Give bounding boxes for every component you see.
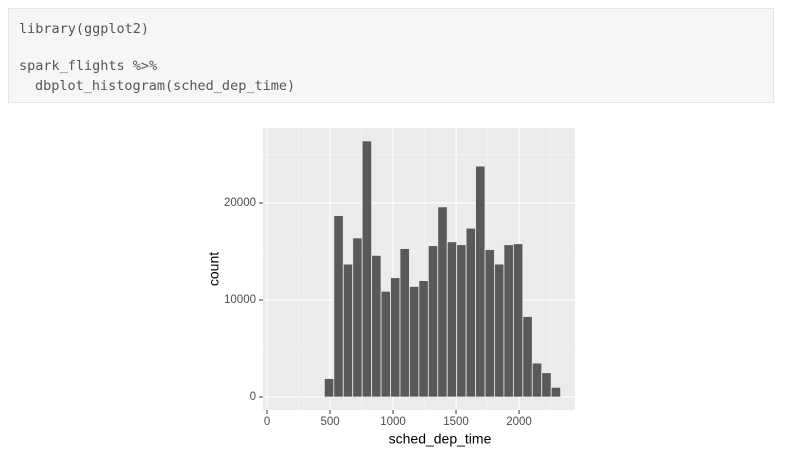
- bar: [427, 245, 439, 398]
- bar: [390, 277, 401, 398]
- y-axis-title: count: [206, 252, 222, 286]
- bar: [550, 386, 562, 398]
- x-tick-label: 0: [264, 416, 270, 428]
- bar: [522, 316, 533, 398]
- bar: [531, 362, 543, 398]
- bar: [541, 372, 552, 398]
- x-tick-label: 1500: [443, 416, 469, 428]
- x-tick-label: 2000: [506, 416, 532, 428]
- code-block: library(ggplot2) spark_flights %>% dbplo…: [8, 8, 774, 103]
- code-line: dbplot_histogram(sched_dep_time): [35, 78, 296, 94]
- bar: [494, 263, 505, 398]
- bar: [465, 227, 476, 398]
- bar: [456, 244, 467, 398]
- bar: [342, 263, 354, 398]
- bar: [484, 249, 495, 398]
- bar: [503, 244, 514, 398]
- y-tick-label: 0: [250, 391, 256, 403]
- code-line: spark_flights %>%: [19, 58, 158, 74]
- x-axis-title: sched_dep_time: [389, 431, 492, 447]
- bar: [399, 248, 410, 398]
- bar: [475, 165, 486, 398]
- bar: [512, 243, 524, 398]
- bar: [371, 254, 382, 398]
- bar: [418, 280, 429, 398]
- bar: [446, 241, 458, 398]
- bar: [380, 290, 391, 398]
- x-tick-label: 1000: [380, 416, 406, 428]
- bar: [437, 206, 448, 398]
- bar: [333, 215, 344, 398]
- x-tick-label: 500: [320, 416, 339, 428]
- bar: [352, 237, 363, 398]
- y-tick-label: 20000: [224, 197, 256, 209]
- bar: [361, 140, 373, 398]
- code-line: library(ggplot2): [19, 21, 150, 37]
- bar: [409, 286, 420, 398]
- y-tick-label: 10000: [224, 294, 256, 306]
- bar: [323, 378, 335, 398]
